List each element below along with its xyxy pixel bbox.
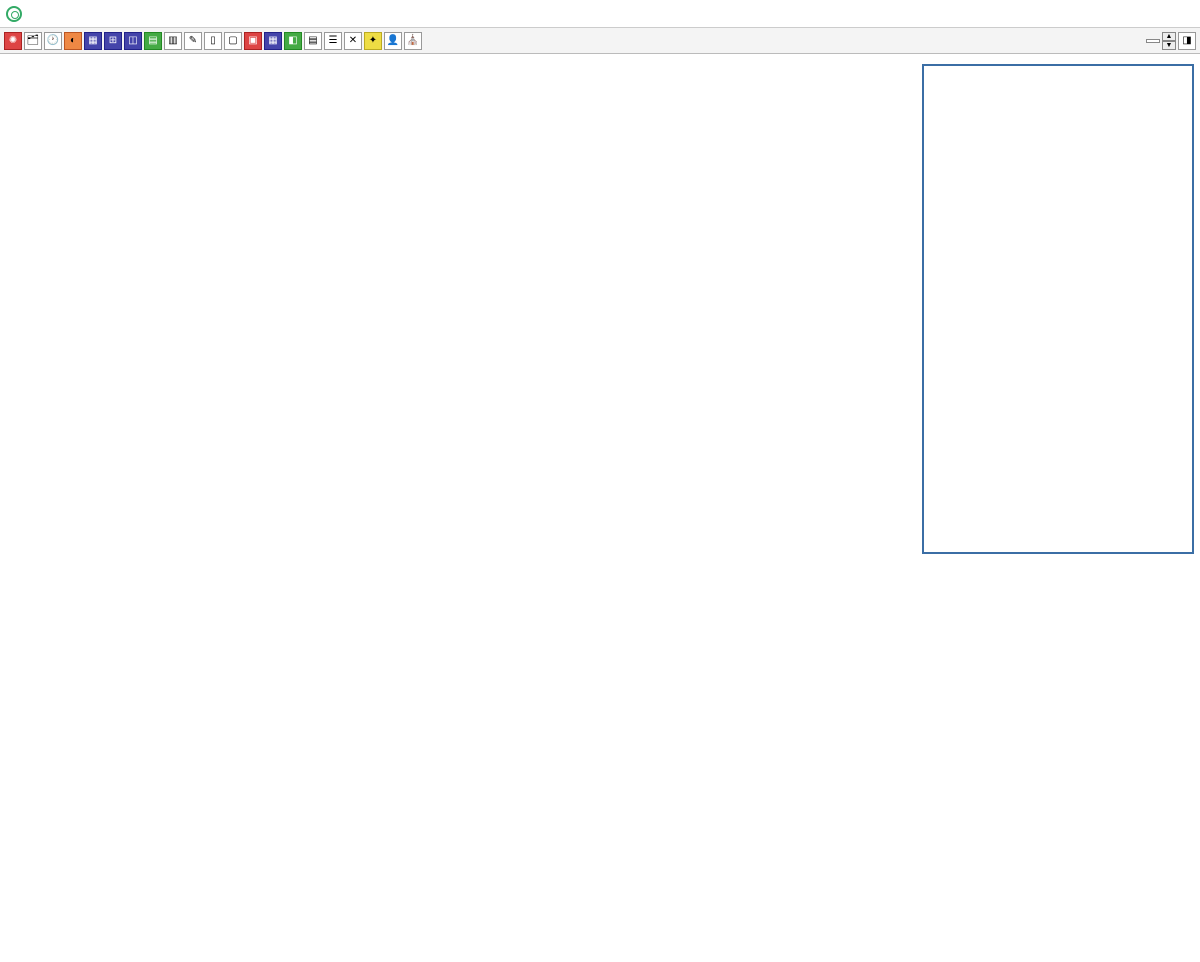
page-stepper[interactable]: ▲▼ — [1162, 32, 1176, 50]
app-icon — [6, 6, 22, 22]
natal-chart[interactable] — [50, 114, 870, 934]
tool-icon[interactable]: ⊞ — [104, 32, 122, 50]
close-button[interactable] — [1164, 3, 1194, 25]
tool-icon[interactable]: ◐ — [64, 32, 82, 50]
tool-icon[interactable]: ✕ — [344, 32, 362, 50]
tool-icon[interactable]: ✎ — [184, 32, 202, 50]
tool-icon[interactable]: ▯ — [204, 32, 222, 50]
tool-icon[interactable]: ◨ — [1178, 32, 1196, 50]
tool-icon[interactable]: ◫ — [124, 32, 142, 50]
titlebar — [0, 0, 1200, 28]
tool-icon[interactable]: ✺ — [4, 32, 22, 50]
chart-area — [0, 54, 920, 962]
tool-icon[interactable]: ▦ — [84, 32, 102, 50]
tool-icon[interactable]: ▥ — [164, 32, 182, 50]
maximize-button[interactable] — [1134, 3, 1164, 25]
sidebar — [920, 54, 1200, 962]
minimize-button[interactable] — [1104, 3, 1134, 25]
tool-icon[interactable]: ▣ — [244, 32, 262, 50]
aspect-grid — [922, 64, 1194, 554]
tool-icon[interactable]: ▢ — [224, 32, 242, 50]
tool-icon[interactable]: ▤ — [144, 32, 162, 50]
tool-icon[interactable]: ▦ — [264, 32, 282, 50]
tool-icon[interactable]: 👤 — [384, 32, 402, 50]
tool-icon[interactable]: ✦ — [364, 32, 382, 50]
tool-icon[interactable]: ⛪ — [404, 32, 422, 50]
tool-icon[interactable]: ▤ — [304, 32, 322, 50]
window-controls — [1104, 3, 1194, 25]
toolbar: ✺ 🗂 🕐 ◐ ▦ ⊞ ◫ ▤ ▥ ✎ ▯ ▢ ▣ ▦ ◧ ▤ ☰ ✕ ✦ 👤 … — [0, 28, 1200, 54]
tool-icon[interactable]: 🕐 — [44, 32, 62, 50]
page-number — [1146, 39, 1160, 43]
tool-icon[interactable]: ◧ — [284, 32, 302, 50]
tool-icon[interactable]: 🗂 — [24, 32, 42, 50]
tool-icon[interactable]: ☰ — [324, 32, 342, 50]
